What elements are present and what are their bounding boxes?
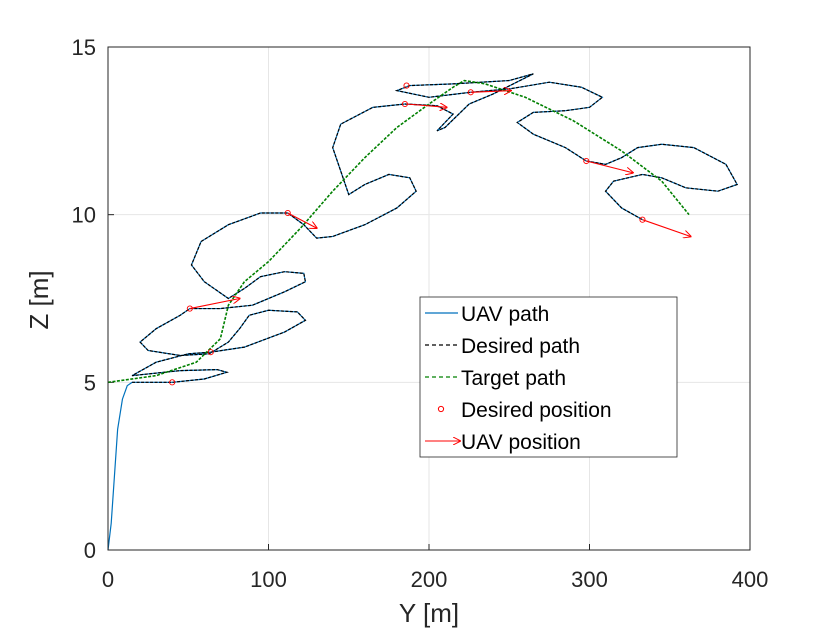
axes-box: [107, 46, 751, 551]
legend-label: UAV position: [461, 431, 581, 454]
line-series: [131, 73, 739, 383]
legend-label: Desired path: [461, 335, 580, 358]
x-tick-label: 100: [250, 567, 287, 592]
arrow: [470, 91, 511, 93]
x-axis-label: Y [m]: [399, 598, 459, 628]
y-tick-label: 0: [84, 538, 96, 563]
y-tick-label: 15: [72, 35, 96, 60]
arrow: [642, 219, 690, 237]
marker-point: [207, 349, 214, 356]
marker-point: [639, 216, 646, 223]
legend-box: [419, 296, 678, 458]
x-tick-label: 200: [411, 567, 448, 592]
marker-point: [284, 209, 291, 217]
legend-label: UAV path: [461, 303, 549, 326]
y-tick-label: 5: [84, 370, 96, 395]
y-axis-label: Z [m]: [24, 270, 54, 329]
y-tick-label: 10: [72, 203, 96, 228]
marker-point: [583, 157, 590, 165]
arrow: [406, 104, 447, 107]
marker-point: [169, 379, 176, 386]
legend-label: Desired position: [461, 399, 612, 422]
legend-label: Target path: [461, 367, 566, 390]
x-tick-label: 300: [571, 567, 608, 592]
arrow: [287, 212, 317, 228]
line-series: [107, 79, 690, 384]
x-tick-label: 400: [732, 567, 769, 592]
marker-point: [403, 82, 410, 89]
legend-swatch: [437, 405, 445, 413]
x-tick-label: 0: [102, 567, 114, 592]
arrow: [586, 160, 633, 173]
arrow: [189, 299, 240, 310]
